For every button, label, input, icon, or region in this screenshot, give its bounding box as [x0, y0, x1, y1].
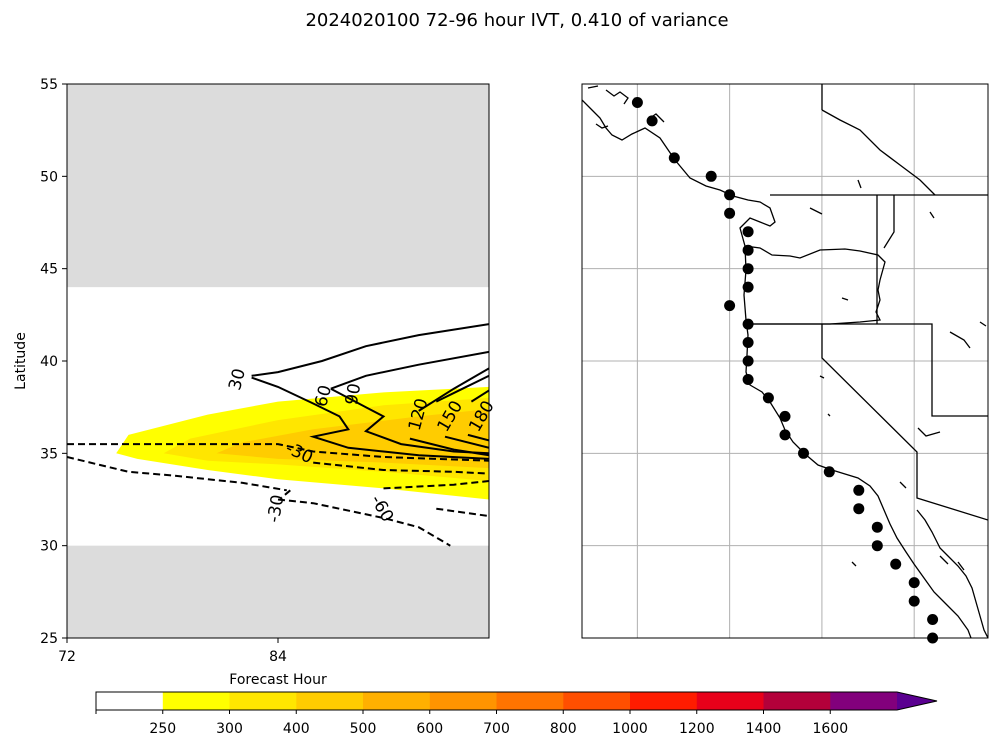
- coastline: [582, 99, 886, 325]
- colorbar-tick-label: 500: [350, 721, 377, 737]
- colorbar-segment: [630, 692, 698, 710]
- colorbar-segment: [96, 692, 164, 710]
- contour--60: [277, 498, 451, 547]
- contour--30: [67, 456, 287, 492]
- colorbar-extend-arrow: [897, 692, 937, 710]
- colorbar: 250 300 400 500 600 700 800 1000 1200 1400 1600: [95, 691, 938, 737]
- lakes: [809, 179, 987, 571]
- colorbar-outline: [95, 691, 938, 711]
- coast-point: [798, 447, 809, 459]
- colorbar-segment: [496, 692, 564, 710]
- coast-point: [823, 466, 835, 478]
- colorbar-segment: [563, 692, 631, 710]
- coast-point: [705, 170, 717, 182]
- coast-point: [724, 300, 736, 312]
- coast-point: [742, 263, 754, 275]
- coast-point: [853, 503, 865, 515]
- colorbar-segment: [229, 692, 297, 710]
- colorbar-tick-label: 600: [416, 721, 443, 737]
- contour--60: [436, 507, 489, 518]
- coast-point: [871, 540, 883, 552]
- x-tick-label: 72: [58, 649, 76, 665]
- y-tick-label: 35: [40, 446, 58, 462]
- figure-title: 2024020100 72-96 hour IVT, 0.410 of vari…: [305, 10, 728, 31]
- coast-point: [742, 355, 754, 367]
- colorbar-segment: [763, 692, 831, 710]
- coast-point: [908, 595, 920, 607]
- map-frame: [581, 83, 989, 639]
- coast-point: [631, 97, 643, 108]
- colorbar-tick-label: 1000: [612, 721, 648, 737]
- y-tick-label: 25: [40, 631, 58, 647]
- contour-label: 90: [342, 382, 365, 407]
- colorbar-segment: [296, 692, 364, 710]
- coast-point: [724, 189, 736, 201]
- colorbar-tick-label: 300: [216, 721, 243, 737]
- colorbar-segment: [363, 692, 431, 710]
- coast-point: [853, 484, 865, 496]
- coast-point: [762, 392, 774, 404]
- contour--60: [383, 480, 489, 490]
- colorbar-tick-label: 1400: [746, 721, 782, 737]
- coast-point: [742, 374, 754, 385]
- y-tick-label: 30: [40, 539, 58, 555]
- y-tick-label: 55: [40, 77, 58, 93]
- coast-point: [742, 244, 754, 256]
- colorbar-tick-label: 700: [483, 721, 510, 737]
- coast-point: [742, 226, 754, 238]
- colorbar-tick-label: 1200: [679, 721, 715, 737]
- x-tick-label: 84: [269, 649, 287, 665]
- colorbar-segment: [162, 692, 231, 710]
- colorbar-segment: [830, 692, 898, 710]
- y-axis-label: Latitude: [13, 332, 29, 390]
- contour-120: [418, 367, 489, 412]
- masked-region: [67, 545, 489, 638]
- colorbar-segment: [696, 692, 765, 710]
- coast-point: [871, 521, 883, 533]
- x-axis-label: Forecast Hour: [229, 672, 327, 688]
- contour-150: [435, 374, 489, 403]
- coast-point: [890, 558, 902, 570]
- contour--30: [280, 489, 291, 499]
- colorbar-tick-label: 1600: [812, 721, 848, 737]
- contour-120: [409, 437, 489, 457]
- contour-90: [330, 387, 489, 455]
- coast-point: [779, 410, 791, 422]
- y-tick-label: 40: [40, 354, 58, 370]
- y-tick-label: 45: [40, 262, 58, 278]
- y-tick-label: 50: [40, 169, 58, 185]
- ivt-fill-400: [216, 409, 489, 469]
- coast-point: [779, 429, 791, 441]
- coast-point: [742, 337, 754, 348]
- contour-180: [470, 389, 489, 403]
- colorbar-tick-label: 400: [283, 721, 310, 737]
- coast-point: [742, 281, 754, 293]
- coast-point: [646, 115, 658, 127]
- contour-60: [251, 376, 489, 460]
- coastline: [916, 509, 988, 638]
- contour-label: -30: [264, 493, 289, 524]
- colorbar-tick-label: 800: [550, 721, 577, 737]
- coast-point: [724, 207, 736, 219]
- coastline: [587, 85, 665, 129]
- masked-region: [67, 84, 489, 288]
- contour-180: [467, 433, 489, 442]
- contour-30: [251, 323, 489, 377]
- state-border: [748, 84, 988, 521]
- coastline-map-panel: [581, 83, 989, 644]
- contour-150: [444, 435, 489, 449]
- coast-point: [742, 318, 754, 330]
- coast-point: [927, 614, 939, 625]
- state-border: [821, 109, 936, 196]
- contour--60: [313, 461, 489, 475]
- coast-point: [908, 577, 920, 589]
- coast-point: [668, 152, 680, 164]
- contour--30: [67, 443, 489, 462]
- colorbar-tick-label: 250: [149, 721, 176, 737]
- colorbar-segment: [429, 692, 498, 710]
- contour-90: [330, 350, 489, 390]
